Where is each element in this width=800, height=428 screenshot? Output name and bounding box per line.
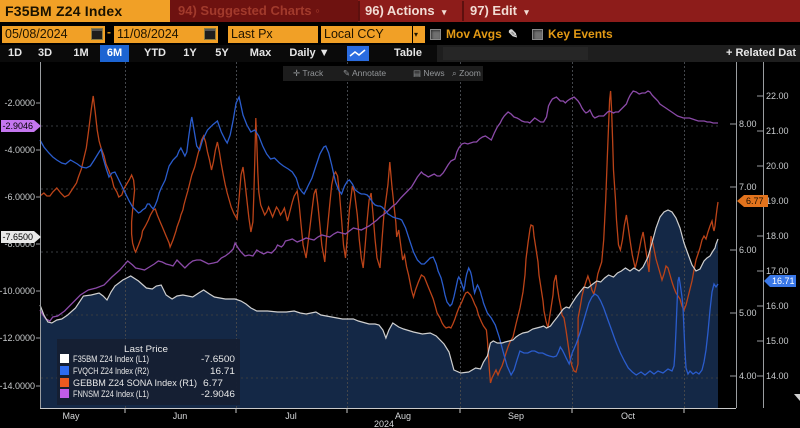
svg-text:-2.9046: -2.9046 (2, 121, 33, 131)
svg-text:⌕ Zoom: ⌕ Zoom (452, 68, 481, 78)
svg-text:-4.0000: -4.0000 (4, 145, 35, 155)
svg-text:-8.0000: -8.0000 (4, 239, 35, 249)
svg-text:6.00: 6.00 (739, 245, 757, 255)
svg-text:Oct: Oct (621, 411, 636, 421)
svg-text:15.00: 15.00 (766, 336, 789, 346)
svg-text:-10.0000: -10.0000 (0, 286, 35, 296)
svg-text:Jul: Jul (285, 411, 297, 421)
svg-text:-12.0000: -12.0000 (0, 333, 35, 343)
svg-text:-6.0000: -6.0000 (4, 192, 35, 202)
svg-text:Jun: Jun (173, 411, 188, 421)
svg-text:FVQCH Z24 Index (R2): FVQCH Z24 Index (R2) (73, 366, 149, 376)
svg-text:✎ Annotate: ✎ Annotate (343, 68, 386, 78)
svg-text:GEBBM Z24 SONA Index (R1): GEBBM Z24 SONA Index (R1) (73, 378, 197, 388)
svg-text:-7.6500: -7.6500 (2, 232, 33, 242)
svg-text:17.00: 17.00 (766, 266, 789, 276)
svg-text:FNNSM Z24 Index (L1): FNNSM Z24 Index (L1) (73, 389, 149, 399)
svg-text:-2.0000: -2.0000 (4, 98, 35, 108)
svg-text:-14.0000: -14.0000 (0, 381, 35, 391)
svg-text:2024: 2024 (374, 419, 394, 428)
svg-text:-7.6500: -7.6500 (201, 354, 235, 364)
svg-text:7.00: 7.00 (739, 182, 757, 192)
svg-text:14.00: 14.00 (766, 371, 789, 381)
svg-text:22.00: 22.00 (766, 91, 789, 101)
svg-text:16.00: 16.00 (766, 301, 789, 311)
svg-text:Last Price: Last Price (124, 344, 168, 354)
svg-text:19.00: 19.00 (766, 196, 789, 206)
svg-text:16.71: 16.71 (210, 366, 235, 376)
svg-text:5.00: 5.00 (739, 308, 757, 318)
svg-text:Aug: Aug (395, 411, 411, 421)
svg-text:21.00: 21.00 (766, 126, 789, 136)
svg-text:4.00: 4.00 (739, 371, 757, 381)
svg-text:▤ News: ▤ News (413, 68, 445, 78)
svg-text:✛ Track: ✛ Track (293, 68, 324, 78)
svg-text:6.77: 6.77 (203, 378, 223, 388)
svg-text:F35BM Z24 Index (L1): F35BM Z24 Index (L1) (73, 354, 149, 364)
svg-text:May: May (62, 411, 80, 421)
svg-text:-2.9046: -2.9046 (201, 389, 235, 399)
svg-text:20.00: 20.00 (766, 161, 789, 171)
svg-text:8.00: 8.00 (739, 119, 757, 129)
svg-text:6.77: 6.77 (746, 196, 764, 206)
svg-text:18.00: 18.00 (766, 231, 789, 241)
svg-text:Sep: Sep (508, 411, 524, 421)
svg-text:16.71: 16.71 (772, 276, 795, 286)
